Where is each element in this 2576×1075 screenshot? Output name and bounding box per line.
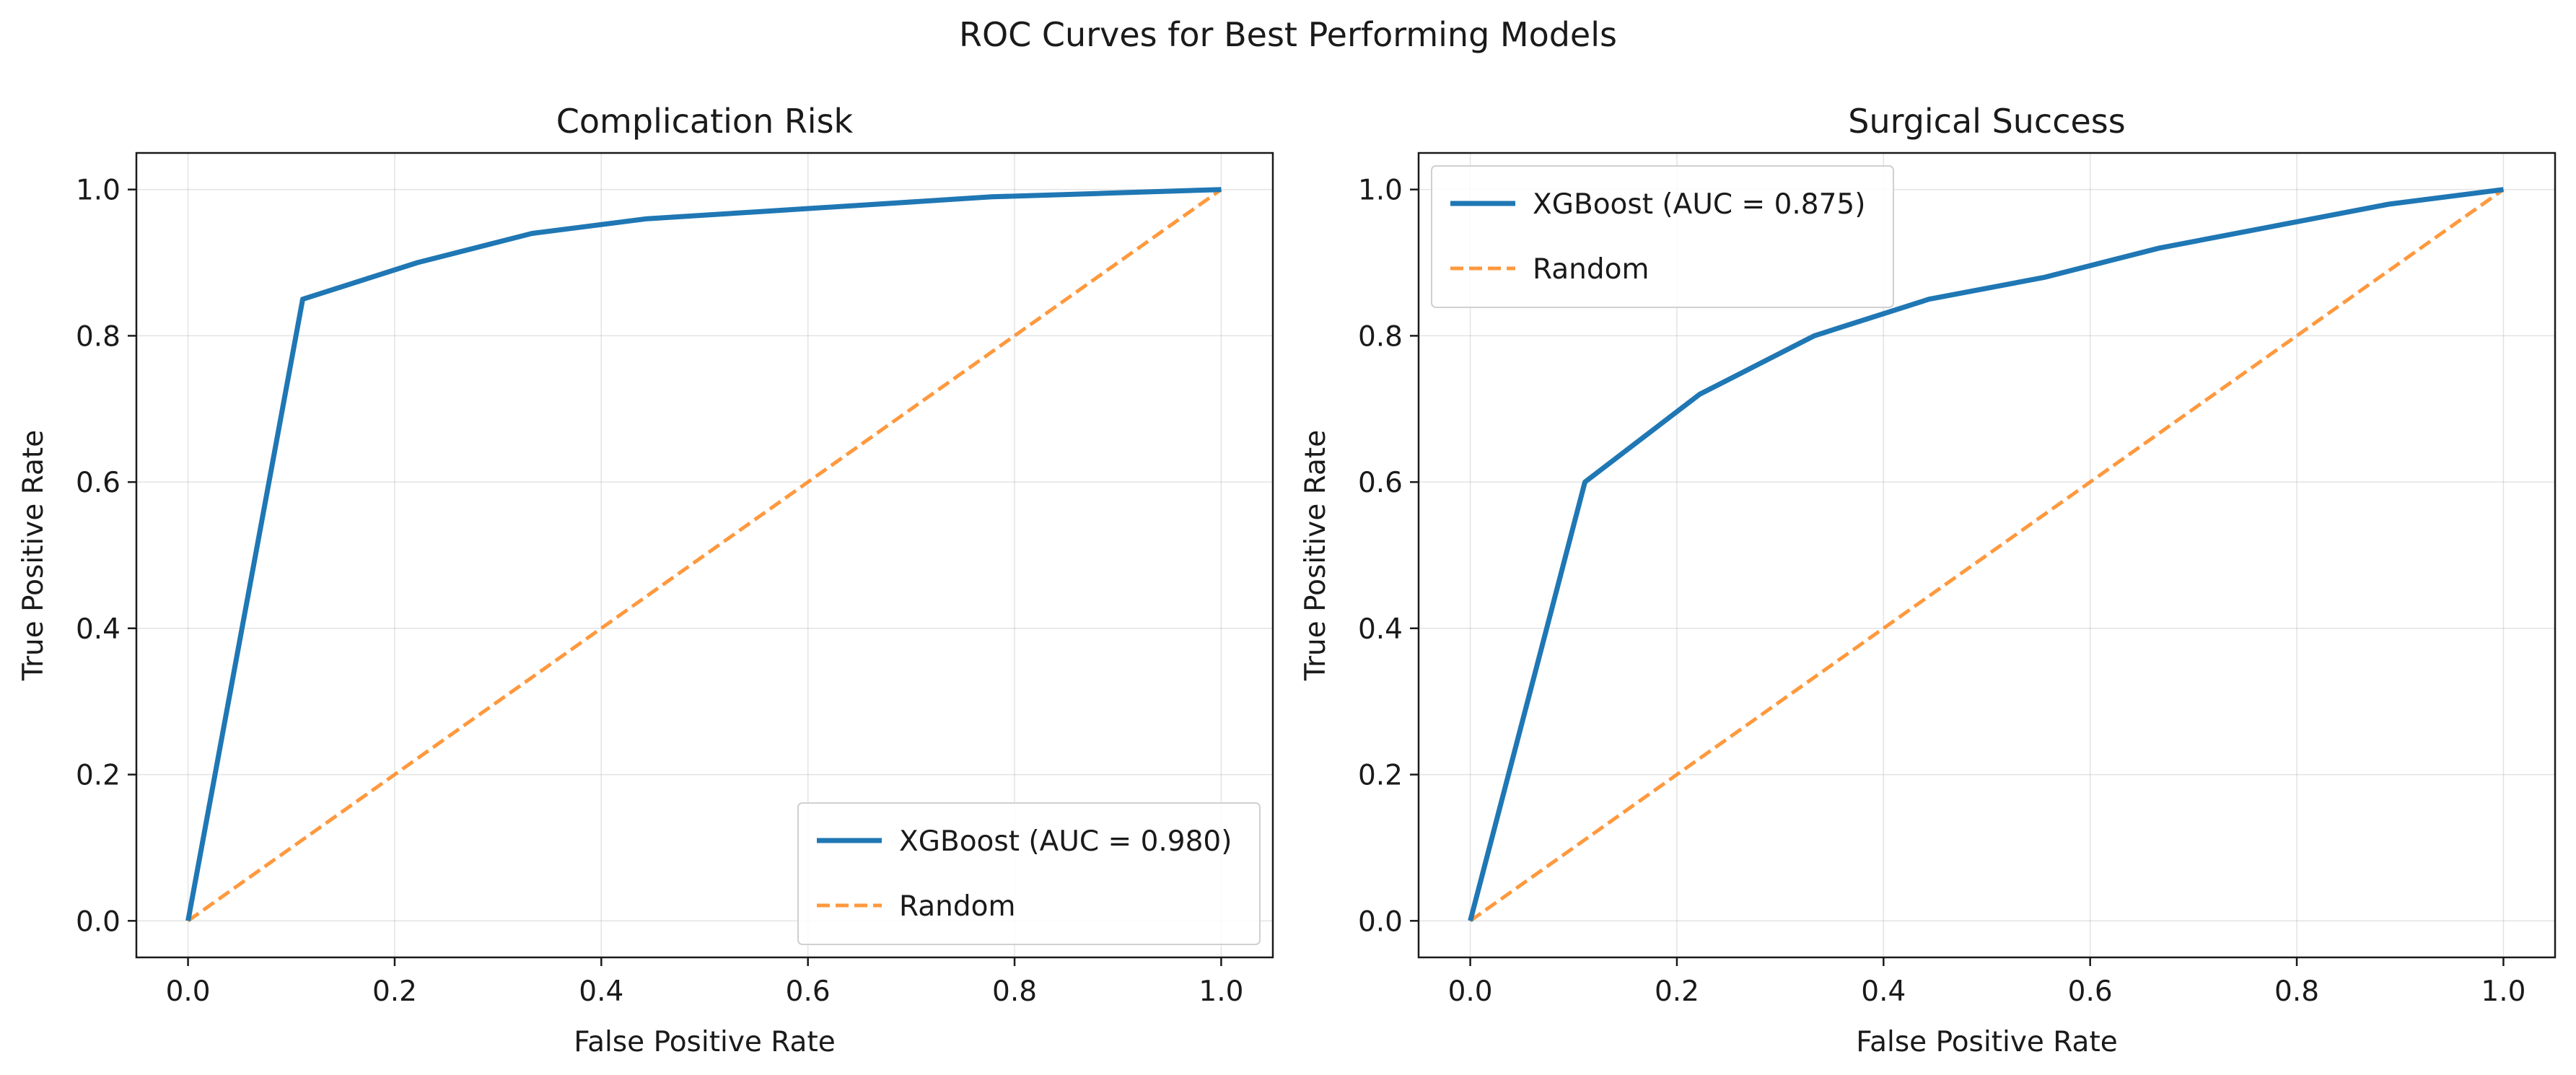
y-tick-label: 1.0 xyxy=(76,175,121,207)
y-axis-label: True Positive Rate xyxy=(1300,430,1332,681)
y-tick-label: 0.6 xyxy=(1358,467,1403,499)
axes-frame xyxy=(1417,152,2557,959)
x-tick-label: 1.0 xyxy=(1199,975,1243,1008)
y-axis-label: True Positive Rate xyxy=(17,430,50,681)
figure-suptitle: ROC Curves for Best Performing Models xyxy=(959,15,1617,54)
plot-lines xyxy=(185,187,1222,923)
y-tick-label: 0.0 xyxy=(1358,905,1403,938)
y-tick-label: 0.0 xyxy=(76,905,121,938)
series-line-model xyxy=(1468,187,2504,922)
series-line-random xyxy=(1469,188,2505,923)
y-tick-label: 1.0 xyxy=(1358,175,1403,207)
x-axis-label: False Positive Rate xyxy=(1856,1026,2117,1058)
panel-complication-risk: Complication Risk False Positive Rate Tr… xyxy=(17,102,1274,1058)
x-tick-label: 0.8 xyxy=(992,975,1037,1008)
x-tick-label: 0.6 xyxy=(2068,975,2113,1008)
panel-title: Complication Risk xyxy=(556,102,854,141)
legend-entry-random: Random xyxy=(1533,253,1649,286)
y-tick-label: 0.2 xyxy=(76,760,121,792)
series-line-random xyxy=(187,188,1222,923)
legend-box xyxy=(797,802,1261,945)
y-tick-label: 0.8 xyxy=(1358,320,1403,353)
legend-entry-random: Random xyxy=(899,890,1015,923)
x-tick-label: 0.4 xyxy=(1861,975,1906,1008)
panel-title: Surgical Success xyxy=(1848,102,2126,141)
x-tick-label: 1.0 xyxy=(2481,975,2525,1008)
legend-entry-model: XGBoost (AUC = 0.980) xyxy=(899,825,1232,858)
axis-ticks: 0.0 0.2 0.4 0.6 0.8 1.0 0.0 0.2 0.4 0.6 0.8 1.0 xyxy=(76,175,1243,1008)
x-tick-label: 0.6 xyxy=(786,975,831,1008)
x-tick-label: 0.2 xyxy=(372,975,417,1008)
legend-entry-model: XGBoost (AUC = 0.875) xyxy=(1533,188,1865,221)
series-line-model xyxy=(185,187,1222,921)
y-tick-label: 0.4 xyxy=(76,613,121,646)
x-tick-label: 0.0 xyxy=(1448,975,1493,1008)
y-tick-label: 0.8 xyxy=(76,320,121,353)
y-tick-label: 0.4 xyxy=(1358,613,1403,646)
plot-lines xyxy=(1468,187,2505,923)
axes-frame xyxy=(135,152,1274,959)
x-tick-label: 0.0 xyxy=(166,975,211,1008)
legend: XGBoost (AUC = 0.980) Random xyxy=(797,802,1261,945)
y-tick-label: 0.2 xyxy=(1358,760,1403,792)
legend: XGBoost (AUC = 0.875) Random xyxy=(1431,165,1894,308)
axis-ticks: 0.0 0.2 0.4 0.6 0.8 1.0 0.0 0.2 0.4 0.6 0.8 1.0 xyxy=(1358,175,2525,1008)
x-tick-label: 0.2 xyxy=(1655,975,1699,1008)
panel-surgical-success: Surgical Success False Positive Rate Tru… xyxy=(1300,102,2557,1058)
x-axis-label: False Positive Rate xyxy=(574,1026,835,1058)
y-tick-label: 0.6 xyxy=(76,467,121,499)
legend-box xyxy=(1431,165,1894,308)
x-tick-label: 0.4 xyxy=(579,975,623,1008)
x-tick-label: 0.8 xyxy=(2274,975,2319,1008)
